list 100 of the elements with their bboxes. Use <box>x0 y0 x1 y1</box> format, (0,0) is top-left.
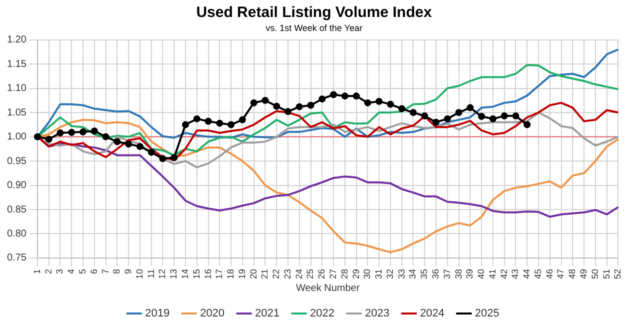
legend-label: 2023 <box>364 308 390 320</box>
x-tick-label: 38 <box>453 268 464 280</box>
point <box>386 100 394 108</box>
point <box>330 91 338 98</box>
x-tick-label: 17 <box>214 268 224 280</box>
x-tick-label: 7 <box>100 268 110 274</box>
x-tick-label: 3 <box>54 268 65 274</box>
legend-label: 2020 <box>200 308 225 320</box>
point <box>318 95 326 102</box>
x-tick-label: 45 <box>532 268 543 280</box>
x-tick-label: 19 <box>236 268 247 280</box>
point <box>114 138 121 146</box>
point <box>45 136 52 143</box>
point <box>273 102 280 110</box>
x-tick-label: 52 <box>612 268 623 280</box>
y-tick-label: 0.85 <box>6 204 27 216</box>
x-tick-label: 39 <box>464 268 475 280</box>
x-tick-label: 43 <box>510 268 520 280</box>
chart-subtitle: vs. 1st Week of the Year <box>266 22 362 33</box>
x-tick-label: 23 <box>282 268 292 280</box>
chart-title: Used Retail Listing Volume Index <box>196 4 432 22</box>
x-tick-label: 14 <box>180 268 190 280</box>
point <box>56 129 64 136</box>
x-tick-label: 16 <box>202 268 213 280</box>
x-tick-label: 30 <box>362 268 372 280</box>
point <box>216 120 224 127</box>
point <box>466 104 474 112</box>
x-tick-label: 31 <box>374 268 384 280</box>
point <box>90 127 98 134</box>
x-tick-label: 18 <box>226 268 236 280</box>
point <box>307 102 314 109</box>
x-tick-label: 51 <box>601 268 612 280</box>
point <box>262 96 269 104</box>
x-tick-label: 49 <box>578 268 589 280</box>
legend-label: 2019 <box>145 308 170 320</box>
point <box>455 109 462 116</box>
point <box>376 98 383 105</box>
point <box>204 118 212 125</box>
y-tick-label: 1.00 <box>6 132 27 143</box>
point <box>284 108 292 116</box>
point <box>524 121 531 128</box>
point <box>182 121 189 128</box>
x-tick-label: 20 <box>248 268 258 280</box>
point <box>444 115 451 122</box>
legend-label: 2022 <box>310 308 334 320</box>
x-tick-label: 37 <box>442 268 452 280</box>
point <box>148 148 155 156</box>
x-tick-label: 22 <box>271 268 282 280</box>
x-axis-title: Week Number <box>296 282 360 294</box>
point <box>421 112 428 120</box>
x-tick-label: 21 <box>260 268 270 280</box>
x-tick-label: 32 <box>384 268 395 280</box>
y-tick-label: 0.75 <box>6 252 27 264</box>
x-tick-label: 11 <box>146 268 156 278</box>
x-tick-label: 40 <box>476 268 486 280</box>
point <box>250 99 258 106</box>
x-tick-label: 10 <box>134 268 144 280</box>
x-tick-label: 33 <box>396 268 406 280</box>
y-tick-label: 0.80 <box>6 228 27 240</box>
point <box>410 109 417 116</box>
y-tick-label: 1.20 <box>6 34 27 46</box>
point <box>489 115 496 122</box>
point <box>102 133 110 140</box>
legend-label: 2024 <box>420 308 444 320</box>
point <box>125 140 132 148</box>
point <box>432 118 440 126</box>
x-tick-label: 8 <box>112 268 122 274</box>
x-tick-label: 12 <box>157 268 168 280</box>
x-tick-label: 48 <box>567 268 578 280</box>
point <box>341 92 348 100</box>
x-tick-label: 4 <box>66 268 76 274</box>
point <box>80 128 87 136</box>
x-tick-label: 29 <box>350 268 361 280</box>
y-tick-label: 0.95 <box>6 156 27 167</box>
x-tick-label: 47 <box>556 268 566 280</box>
point <box>296 103 303 110</box>
point <box>170 154 178 162</box>
x-tick-label: 2 <box>43 268 54 274</box>
x-tick-label: 6 <box>88 268 99 274</box>
x-tick-label: 28 <box>339 268 350 280</box>
point <box>500 112 508 120</box>
x-tick-label: 41 <box>487 268 498 280</box>
point <box>364 99 372 106</box>
y-tick-label: 1.15 <box>6 58 27 70</box>
point <box>159 155 166 162</box>
y-tick-label: 0.90 <box>6 180 27 192</box>
x-tick-label: 1 <box>32 268 42 274</box>
point <box>478 112 486 120</box>
point <box>512 112 520 120</box>
x-tick-label: 13 <box>168 268 179 280</box>
x-tick-label: 24 <box>294 268 304 280</box>
legend-label: 2025 <box>474 308 500 320</box>
point <box>238 116 246 124</box>
x-tick-label: 36 <box>430 268 440 280</box>
x-tick-label: 25 <box>305 268 316 280</box>
x-tick-label: 42 <box>498 268 509 280</box>
point <box>193 115 200 122</box>
point <box>136 142 144 150</box>
x-tick-label: 35 <box>419 268 430 280</box>
point <box>34 133 41 140</box>
